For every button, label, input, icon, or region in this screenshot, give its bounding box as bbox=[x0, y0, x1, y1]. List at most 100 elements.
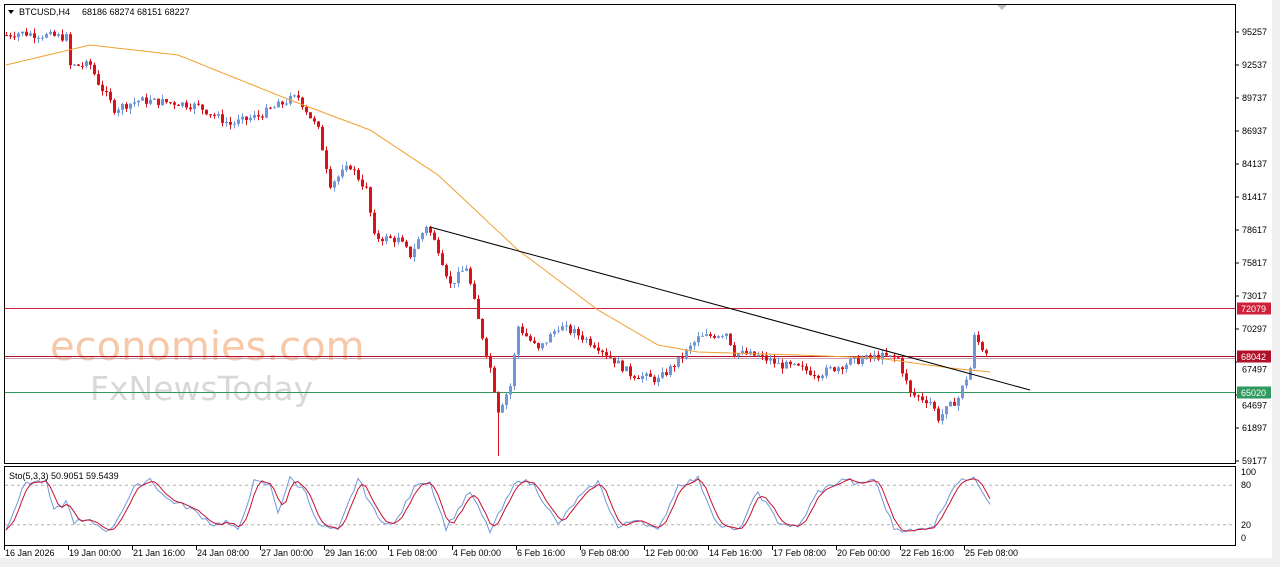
candle-body bbox=[73, 64, 76, 66]
candle bbox=[937, 405, 940, 423]
candle-body bbox=[13, 36, 16, 38]
candle-body bbox=[293, 95, 296, 97]
candle-body bbox=[557, 330, 560, 332]
candle bbox=[825, 364, 828, 379]
window-edge-bottom bbox=[0, 558, 1280, 567]
resistance-price-tag bbox=[1237, 302, 1271, 315]
candle-body bbox=[533, 340, 536, 344]
candle bbox=[361, 174, 364, 190]
candle-body bbox=[389, 236, 392, 238]
candle bbox=[269, 106, 272, 110]
candle-body bbox=[213, 114, 216, 116]
candle-body bbox=[913, 392, 916, 396]
candle bbox=[945, 406, 948, 419]
candle-body bbox=[369, 187, 372, 213]
candle-body bbox=[281, 101, 284, 105]
trendline[interactable] bbox=[429, 226, 1031, 391]
candle-body bbox=[537, 343, 540, 349]
candle-body bbox=[385, 236, 388, 242]
candle bbox=[105, 86, 108, 97]
candle-body bbox=[501, 404, 504, 413]
chart-shift-marker-icon[interactable] bbox=[997, 5, 1007, 10]
x-tick-label: 20 Feb 00:00 bbox=[837, 548, 890, 558]
candle bbox=[553, 328, 556, 337]
triangle-down-icon[interactable] bbox=[8, 10, 14, 14]
candle-body bbox=[861, 358, 864, 364]
candle bbox=[469, 266, 472, 286]
ohlc-values: 68186 68274 68151 68227 bbox=[82, 7, 190, 17]
candle-body bbox=[841, 367, 844, 370]
candle bbox=[541, 342, 544, 351]
candle-body bbox=[17, 33, 20, 37]
candle bbox=[281, 100, 284, 108]
candle bbox=[729, 333, 732, 346]
support-price-tag bbox=[1237, 386, 1271, 399]
candle bbox=[529, 333, 532, 342]
candle-body bbox=[857, 357, 860, 364]
candle-body bbox=[53, 31, 56, 36]
candle bbox=[821, 373, 824, 381]
candle-body bbox=[285, 103, 288, 105]
candle-body bbox=[805, 366, 808, 371]
candle bbox=[617, 357, 620, 364]
candle-body bbox=[737, 353, 740, 356]
candle-body bbox=[413, 248, 416, 258]
candle-body bbox=[149, 99, 152, 104]
candle bbox=[781, 359, 784, 374]
candle bbox=[521, 323, 524, 336]
candle bbox=[573, 325, 576, 338]
stochastic-frame bbox=[4, 466, 1236, 546]
x-tick-label: 25 Feb 08:00 bbox=[965, 548, 1018, 558]
candle bbox=[941, 409, 944, 425]
y-tick-label: 64697 bbox=[1242, 401, 1267, 411]
candle bbox=[405, 239, 408, 248]
candle-body bbox=[881, 352, 884, 360]
candle bbox=[205, 109, 208, 116]
candle bbox=[441, 249, 444, 266]
candle bbox=[141, 95, 144, 101]
candle-body bbox=[985, 350, 988, 354]
candle-body bbox=[945, 406, 948, 415]
mt4-chart-window: economies.com FxNewsToday 95257 92537 8973… bbox=[0, 0, 1272, 558]
candle-body bbox=[957, 397, 960, 406]
candle bbox=[773, 354, 776, 368]
candle-body bbox=[397, 237, 400, 243]
candle-body bbox=[237, 119, 240, 124]
candle bbox=[809, 366, 812, 376]
candle bbox=[125, 102, 128, 112]
candle bbox=[717, 335, 720, 339]
moving-average-line[interactable] bbox=[5, 44, 991, 373]
candle bbox=[733, 341, 736, 358]
candle bbox=[145, 93, 148, 108]
candle-body bbox=[601, 350, 604, 353]
candle-body bbox=[329, 168, 332, 188]
chart-canvas[interactable]: economies.com FxNewsToday 95257 92537 8973… bbox=[0, 0, 1272, 558]
candle bbox=[49, 29, 52, 36]
candle bbox=[605, 348, 608, 359]
candle bbox=[865, 354, 868, 360]
candle bbox=[61, 29, 64, 42]
candle bbox=[449, 271, 452, 289]
x-tick-label: 9 Feb 08:00 bbox=[581, 548, 629, 558]
candle-body bbox=[61, 34, 64, 41]
candle bbox=[933, 400, 936, 411]
candle-body bbox=[845, 364, 848, 370]
candle-body bbox=[177, 104, 180, 106]
window-edge-right bbox=[1272, 0, 1280, 567]
candle bbox=[489, 353, 492, 373]
y-tick-label: 92537 bbox=[1242, 60, 1267, 70]
candle-body bbox=[309, 112, 312, 119]
candle-body bbox=[253, 115, 256, 118]
candle-body bbox=[341, 169, 344, 177]
candle bbox=[121, 102, 124, 115]
candle bbox=[585, 336, 588, 344]
candle-body bbox=[549, 334, 552, 343]
candle-body bbox=[833, 367, 836, 372]
candle-body bbox=[961, 385, 964, 398]
candle bbox=[793, 363, 796, 366]
candle-body bbox=[165, 99, 168, 103]
candle-body bbox=[789, 361, 792, 365]
candle-body bbox=[197, 103, 200, 105]
candle bbox=[185, 99, 188, 110]
candle bbox=[277, 98, 280, 108]
